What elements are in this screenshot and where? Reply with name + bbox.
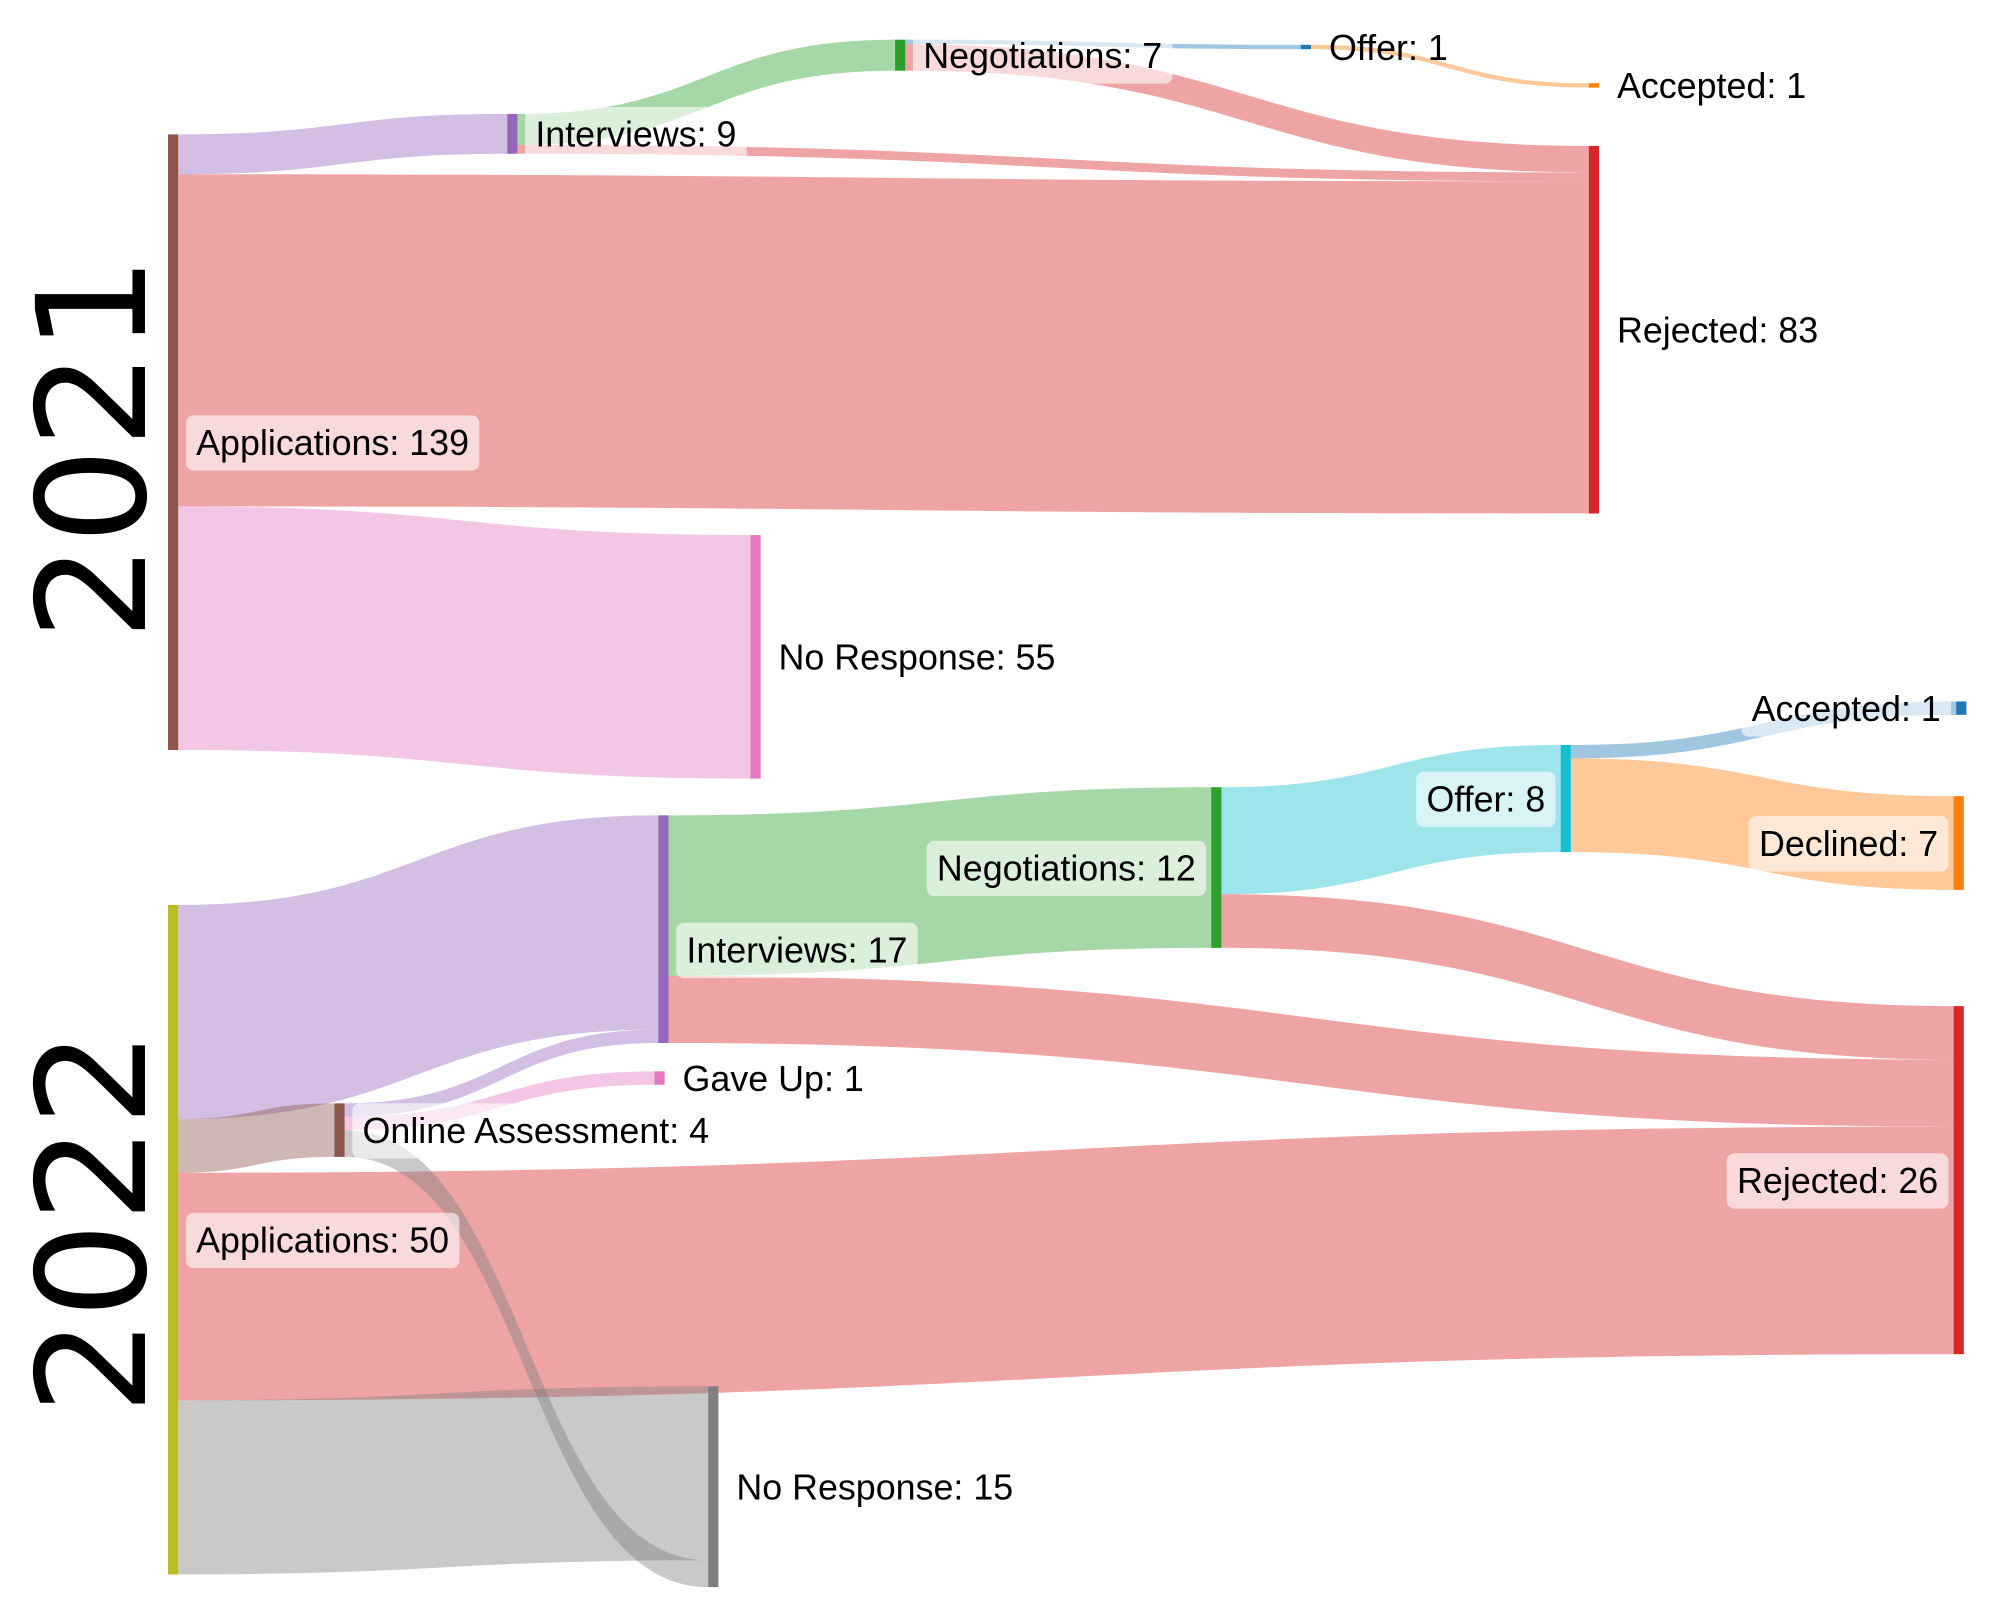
node-2022-rej[interactable] — [1953, 1006, 1964, 1355]
label-background — [185, 1212, 460, 1269]
link-2021-off-to-acc[interactable] — [1311, 44, 1589, 88]
node-label-2021-int: Interviews: 9 — [525, 106, 747, 163]
label-background — [926, 840, 1207, 897]
link-2022-app-to-int[interactable] — [178, 815, 659, 1120]
link-2022-app-to-oa[interactable] — [178, 1103, 335, 1173]
node-2022-int[interactable] — [658, 815, 669, 1043]
node-label-2022-off: Offer: 8 — [1416, 771, 1556, 827]
node-2022-oa[interactable] — [334, 1103, 345, 1157]
node-2021-acc[interactable] — [1588, 83, 1600, 88]
label-background — [185, 415, 480, 471]
node-label-2021-app: Applications: 139 — [185, 415, 480, 471]
label-background — [912, 28, 1173, 84]
year-title-2022: 2022 — [5, 1030, 181, 1414]
node-label-text: Declined: 7 — [1759, 824, 1938, 864]
label-background — [525, 106, 747, 163]
node-2022-dec[interactable] — [1953, 796, 1964, 890]
links-layer — [178, 39, 1957, 1588]
node-label-2021-rej: Rejected: 83 — [1617, 311, 1818, 351]
label-background — [1741, 681, 1952, 737]
node-label-text: No Response: 55 — [779, 638, 1056, 678]
node-label-text: Applications: 139 — [196, 423, 469, 463]
link-2022-app-to-nor[interactable] — [178, 1386, 709, 1575]
link-2021-app-to-int[interactable] — [178, 113, 508, 175]
node-label-2022-gu: Gave Up: 1 — [683, 1059, 864, 1099]
link-2022-app-to-rej[interactable] — [178, 1126, 1954, 1401]
node-2022-acc[interactable] — [1956, 701, 1967, 715]
node-label-2022-rej: Rejected: 26 — [1726, 1153, 1949, 1209]
link-2022-oa-to-int[interactable] — [344, 1029, 659, 1117]
node-label-text: Offer: 8 — [1426, 779, 1545, 819]
node-2022-gu[interactable] — [654, 1071, 665, 1085]
link-2021-int-to-rej[interactable] — [517, 144, 1589, 182]
link-2022-int-to-rej[interactable] — [668, 976, 1954, 1127]
label-background — [676, 922, 918, 979]
node-2021-rej[interactable] — [1588, 145, 1600, 514]
node-label-2022-int: Interviews: 17 — [676, 922, 918, 979]
node-label-text: Negotiations: 12 — [937, 848, 1196, 888]
node-label-text: Online Assessment: 4 — [363, 1111, 710, 1151]
link-2022-neg-to-rej[interactable] — [1221, 894, 1954, 1060]
node-label-2022-app: Applications: 50 — [185, 1212, 460, 1269]
node-2022-off[interactable] — [1560, 744, 1571, 853]
node-label-2022-neg: Negotiations: 12 — [926, 840, 1207, 897]
node-label-text: Negotiations: 7 — [923, 36, 1162, 76]
node-label-text: Applications: 50 — [196, 1220, 449, 1260]
labels-layer: Applications: 139 Interviews: 9 Negotiatio… — [185, 28, 1952, 1507]
node-2022-app[interactable] — [168, 904, 179, 1575]
node-label-text: Offer: 1 — [1329, 28, 1448, 68]
label-background — [1726, 1153, 1949, 1209]
year-title-2021: 2021 — [5, 256, 181, 640]
node-label-text: Rejected: 83 — [1617, 311, 1818, 351]
nodes-layer — [168, 39, 1967, 1588]
node-label-text: Interviews: 17 — [686, 930, 907, 970]
node-label-text: Gave Up: 1 — [683, 1059, 864, 1099]
label-background — [1748, 816, 1949, 872]
node-label-2022-acc: Accepted: 1 — [1741, 681, 1952, 737]
link-2022-oa-to-nor[interactable] — [344, 1130, 709, 1588]
node-2022-nor[interactable] — [708, 1386, 719, 1588]
node-2021-neg[interactable] — [895, 39, 906, 71]
label-background — [352, 1103, 720, 1159]
node-2021-int[interactable] — [507, 113, 518, 154]
node-label-2021-off: Offer: 1 — [1329, 28, 1448, 68]
node-2021-off[interactable] — [1300, 44, 1312, 50]
label-background — [1416, 771, 1556, 827]
node-2021-nor[interactable] — [750, 535, 761, 779]
node-label-2022-nor: No Response: 15 — [736, 1467, 1013, 1507]
node-label-text: Interviews: 9 — [535, 115, 736, 155]
node-label-text: Rejected: 26 — [1737, 1161, 1938, 1201]
node-2022-neg[interactable] — [1211, 787, 1222, 948]
link-2021-app-to-nor[interactable] — [178, 506, 751, 779]
link-2021-app-to-rej[interactable] — [178, 174, 1589, 514]
node-2021-app[interactable] — [168, 134, 179, 751]
node-label-2021-neg: Negotiations: 7 — [912, 28, 1173, 84]
node-label-text: No Response: 15 — [736, 1467, 1013, 1507]
node-label-2021-nor: No Response: 55 — [779, 638, 1056, 678]
node-label-2021-acc: Accepted: 1 — [1617, 66, 1806, 106]
node-label-text: Accepted: 1 — [1617, 66, 1806, 106]
node-label-2022-dec: Declined: 7 — [1748, 816, 1949, 872]
node-label-2022-oa: Online Assessment: 4 — [352, 1103, 720, 1159]
node-label-text: Accepted: 1 — [1752, 689, 1941, 729]
